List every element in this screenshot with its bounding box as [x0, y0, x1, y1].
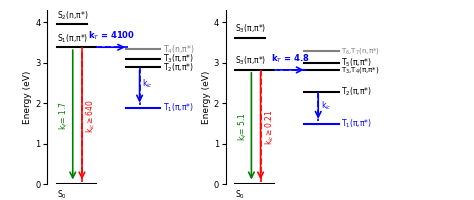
Text: k$_T$ = 4.8: k$_T$ = 4.8 [271, 53, 310, 65]
Text: S$_3$(π,π*): S$_3$(π,π*) [235, 55, 266, 67]
Text: k$_f$= 5.1: k$_f$= 5.1 [236, 113, 248, 141]
Text: T$_4$(n,π*): T$_4$(n,π*) [163, 43, 194, 56]
Text: T$_2$(π,π*): T$_2$(π,π*) [341, 85, 373, 98]
Text: T$_2$(π,π*): T$_2$(π,π*) [163, 61, 194, 74]
Text: k$_T$ = 4100: k$_T$ = 4100 [88, 30, 136, 42]
Text: T$_5$(π,π*): T$_5$(π,π*) [341, 56, 373, 69]
Y-axis label: Energy (eV): Energy (eV) [202, 70, 211, 124]
Text: T$_1$(π,π*): T$_1$(π,π*) [341, 118, 373, 130]
Text: S$_0$: S$_0$ [235, 188, 246, 200]
Y-axis label: Energy (eV): Energy (eV) [23, 70, 32, 124]
Text: S$_3$(π,π*): S$_3$(π,π*) [235, 23, 266, 35]
Text: k$_f$= 1.7: k$_f$= 1.7 [57, 101, 70, 130]
Text: T$_6$,T$_7$(n,π*): T$_6$,T$_7$(n,π*) [341, 46, 380, 56]
Text: k$_{ic}$: k$_{ic}$ [142, 77, 153, 90]
Text: T$_1$(π,π*): T$_1$(π,π*) [163, 102, 194, 114]
Text: k$_{ic}$≥ 0.21: k$_{ic}$≥ 0.21 [264, 109, 276, 145]
Text: k$_{ic}$≥ 640: k$_{ic}$≥ 640 [85, 99, 97, 133]
Text: k$_{ic}$: k$_{ic}$ [320, 100, 331, 112]
Text: T$_3$(π,π*): T$_3$(π,π*) [163, 52, 194, 65]
Text: S$_2$(n,π*): S$_2$(n,π*) [56, 9, 88, 22]
Text: S$_0$: S$_0$ [56, 188, 67, 200]
Text: T$_3$,T$_4$(π,π*): T$_3$,T$_4$(π,π*) [341, 65, 380, 75]
Text: S$_1$(π,π*): S$_1$(π,π*) [56, 32, 88, 45]
